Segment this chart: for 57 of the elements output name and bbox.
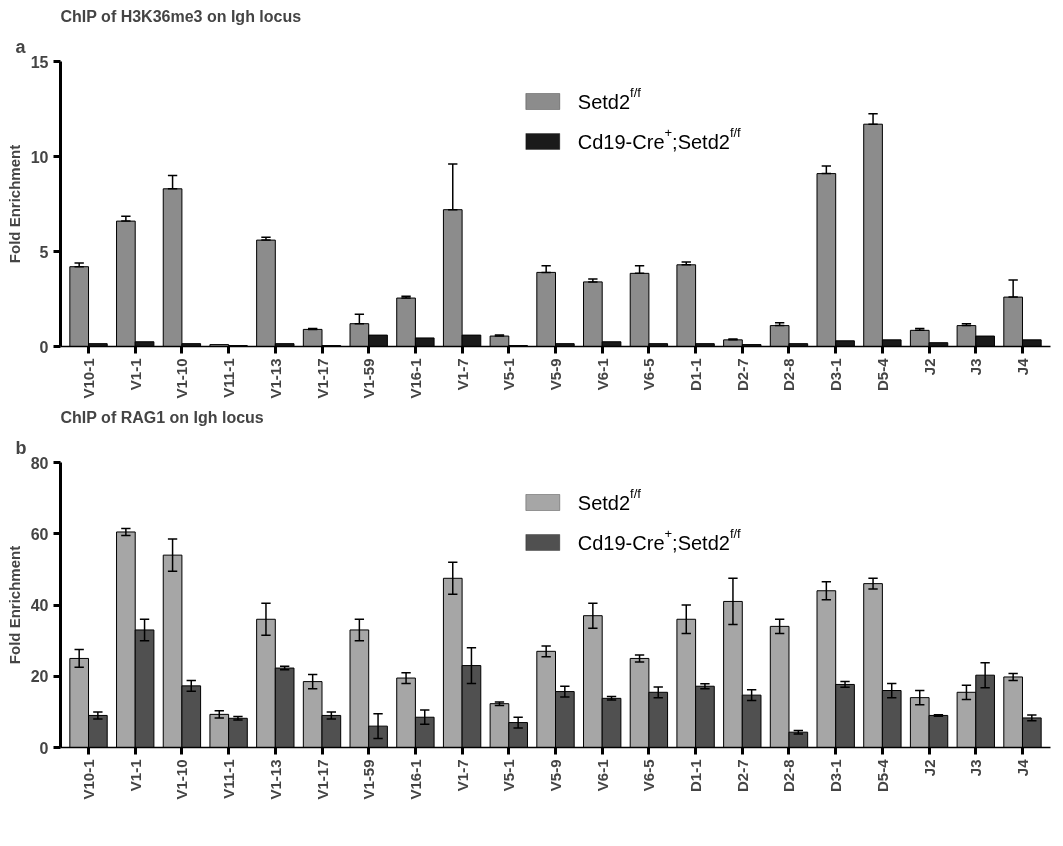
x-tick-label: V1-1 (126, 759, 144, 792)
x-tick-label: V10-1 (80, 358, 98, 399)
x-tick-label: V1-17 (313, 759, 331, 800)
x-tick-label: V6-5 (640, 358, 658, 391)
x-tick-label: V1-59 (360, 358, 378, 399)
y-tick-label: 10 (30, 148, 49, 166)
x-tick-label: V5-9 (547, 759, 564, 792)
x-tick-label: J2 (920, 358, 938, 376)
x-tick-label: V1-10 (173, 358, 191, 399)
x-tick-label: V5-9 (547, 358, 564, 391)
x-tick-label: V1-13 (266, 358, 284, 399)
x-tick-label: V1-7 (453, 759, 471, 792)
y-axis-title: Fold Enrichment (5, 144, 23, 264)
y-tick-label: 40 (30, 597, 49, 614)
x-tick-label: V1-13 (266, 759, 284, 800)
x-tick-label: D3-1 (827, 358, 845, 392)
y-tick-label: 20 (30, 668, 49, 686)
x-tick-label: V1-10 (173, 759, 191, 800)
y-tick-label: 0 (39, 338, 49, 356)
x-tick-label: D2-8 (780, 759, 798, 793)
x-tick-label: V5-1 (500, 358, 518, 391)
x-tick-label: V16-1 (406, 759, 424, 800)
y-tick-label: 80 (30, 454, 49, 472)
y-tick-label: 15 (30, 53, 49, 71)
y-tick-label: 0 (39, 739, 49, 757)
x-tick-label: J4 (1013, 758, 1031, 777)
text: b (15, 437, 27, 458)
x-tick-label: D1-1 (687, 358, 705, 392)
x-tick-label: D3-1 (827, 759, 845, 793)
y-axis-title: Fold Enrichment (5, 545, 23, 665)
x-tick-label: V6-1 (593, 358, 611, 391)
x-tick-label: J2 (920, 759, 938, 777)
x-tick-label: V6-1 (593, 759, 611, 792)
text: a (15, 36, 27, 57)
x-tick-label: D5-4 (873, 758, 891, 793)
x-tick-label: V10-1 (80, 759, 98, 800)
x-tick-label: D2-7 (733, 358, 751, 392)
x-tick-label: V16-1 (406, 358, 424, 399)
y-tick-label: 60 (30, 525, 49, 543)
chart-title: ChIP of RAG1 on Igh locus (60, 408, 264, 426)
x-tick-label: V11-1 (220, 358, 238, 398)
x-tick-label: J3 (967, 759, 985, 777)
x-tick-label: J4 (1013, 357, 1031, 376)
x-tick-label: D1-1 (687, 759, 705, 793)
x-tick-label: V1-59 (360, 759, 378, 800)
y-tick-label: 5 (39, 243, 49, 261)
x-tick-label: V1-17 (313, 358, 331, 399)
x-tick-label: D2-7 (733, 759, 751, 793)
x-tick-label: V5-1 (500, 759, 518, 792)
x-tick-label: V11-1 (220, 759, 238, 799)
x-tick-label: D5-4 (873, 357, 891, 392)
x-tick-label: D2-8 (780, 358, 798, 392)
x-tick-label: V6-5 (640, 759, 658, 792)
x-tick-label: V1-1 (126, 358, 144, 391)
x-tick-label: V1-7 (453, 358, 471, 391)
x-tick-label: J3 (967, 358, 985, 376)
chart-title: ChIP of H3K36me3 on Igh locus (60, 7, 302, 25)
